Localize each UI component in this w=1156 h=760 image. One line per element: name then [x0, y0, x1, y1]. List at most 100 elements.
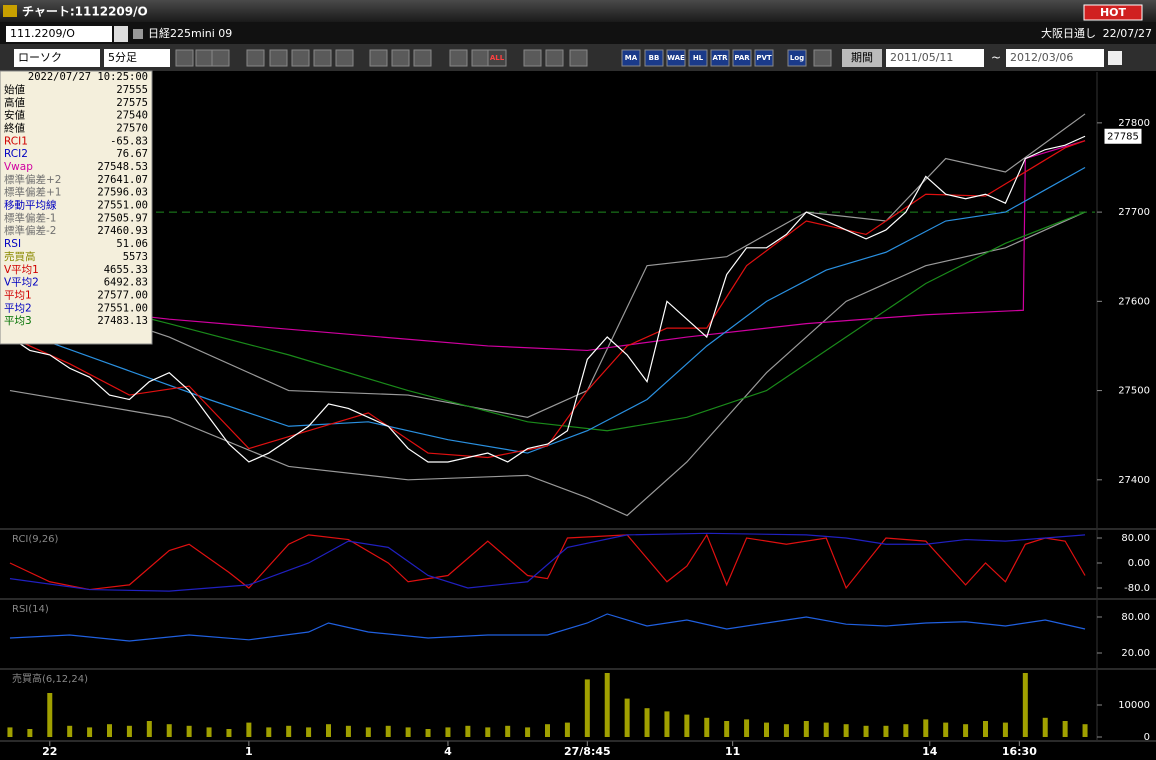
volume-bar — [166, 724, 172, 738]
range-tilde: ~ — [991, 51, 1001, 65]
info-label: 平均2 — [4, 302, 32, 314]
volume-bar — [863, 725, 869, 738]
tool-icon-label: Log — [790, 54, 804, 62]
tool-icon[interactable] — [545, 49, 564, 67]
tool-icon[interactable] — [313, 49, 332, 67]
volume-bar — [545, 724, 550, 738]
volume-bar — [963, 724, 969, 738]
panel-title: 売買高(6,12,24) — [12, 672, 88, 685]
info-value: 51.06 — [116, 238, 148, 250]
tool-icon-label: ALL — [490, 54, 505, 62]
volume-bar — [823, 722, 829, 738]
info-value: 27570 — [116, 123, 148, 135]
tool-icon[interactable] — [666, 49, 686, 67]
info-datetime: 2022/07/27 10:25:00 — [28, 71, 148, 83]
period-button[interactable] — [842, 49, 882, 67]
tool-icon[interactable] — [688, 49, 708, 67]
y-tick-label: 10000 — [1118, 700, 1150, 711]
apply-check[interactable] — [1108, 51, 1122, 65]
info-label: RCI1 — [4, 135, 28, 147]
info-label: 始値 — [4, 83, 25, 96]
tool-icon[interactable] — [621, 49, 641, 67]
from-date[interactable] — [886, 49, 984, 67]
info-value: 27555 — [116, 84, 148, 96]
symbol-dropdown[interactable] — [114, 26, 128, 42]
instrument-icon — [133, 29, 143, 39]
interval-select[interactable] — [104, 49, 170, 67]
tool-icon[interactable] — [787, 49, 807, 67]
info-label: 標準偏差+2 — [4, 173, 61, 186]
window-title: チャート:1112209/O — [22, 5, 148, 19]
tool-icon[interactable] — [710, 49, 730, 67]
symbol-input[interactable] — [6, 26, 112, 42]
y-tick-label: 27600 — [1118, 296, 1150, 307]
symbol-text: 111.2209/O — [10, 27, 75, 40]
info-label: 標準偏差-1 — [4, 211, 56, 224]
volume-bar — [724, 721, 730, 738]
tool-icon[interactable] — [291, 49, 310, 67]
volume-bar — [445, 727, 451, 738]
volume-bar — [126, 725, 132, 738]
tool-icon[interactable] — [754, 49, 774, 67]
tool-icon[interactable] — [569, 49, 588, 67]
series-line — [9, 140, 1086, 352]
tool-icon[interactable] — [269, 49, 288, 67]
period-label: 期間 — [851, 51, 873, 64]
info-value: 27551.00 — [97, 302, 148, 314]
hot-button[interactable] — [1083, 4, 1143, 21]
tool-icon[interactable] — [195, 49, 214, 67]
volume-bar — [644, 708, 650, 738]
info-value: 27575 — [116, 97, 148, 109]
volume-bar — [485, 727, 491, 738]
x-tick-label: 14 — [922, 745, 938, 758]
chart-style-select[interactable] — [14, 49, 100, 67]
volume-bar — [146, 721, 152, 738]
volume-bar — [405, 727, 411, 738]
info-value: 27641.07 — [97, 174, 148, 186]
volume-bar — [903, 724, 909, 738]
info-label: 終値 — [4, 122, 25, 135]
x-tick-label: 22 — [42, 745, 57, 758]
volume-bar — [564, 722, 570, 738]
info-value: 76.67 — [116, 148, 148, 160]
tool-icon[interactable] — [175, 49, 194, 67]
series-line — [9, 532, 1086, 592]
tool-icon[interactable] — [413, 49, 432, 67]
tool-icon-label: WAE — [667, 54, 685, 62]
info-label: 売買高 — [4, 250, 36, 263]
volume-bar — [107, 724, 112, 738]
tool-icon[interactable] — [211, 49, 230, 67]
market-name: 大阪日通し — [1041, 26, 1096, 40]
tool-icon[interactable] — [449, 49, 468, 67]
to-date[interactable] — [1006, 49, 1104, 67]
tool-icon[interactable] — [644, 49, 664, 67]
tool-icon[interactable] — [335, 49, 354, 67]
volume-bar — [306, 727, 312, 738]
volume-bar — [843, 724, 849, 738]
tool-icon[interactable] — [369, 49, 388, 67]
series-line — [9, 135, 1086, 463]
volume-bar — [385, 725, 391, 738]
tool-icon[interactable] — [246, 49, 265, 67]
volume-bar — [206, 727, 212, 738]
tool-icon[interactable] — [523, 49, 542, 67]
tool-icon[interactable] — [732, 49, 752, 67]
y-tick-label: 0 — [1144, 732, 1150, 743]
app-icon — [3, 5, 17, 17]
volume-bar — [943, 722, 949, 738]
x-tick-label: 27/8:45 — [564, 745, 611, 758]
volume-bar — [266, 727, 272, 738]
tool-icon[interactable] — [487, 49, 507, 67]
tool-icon[interactable] — [391, 49, 410, 67]
volume-bar — [783, 724, 789, 738]
volume-bar — [704, 717, 710, 738]
series-line — [9, 211, 1086, 517]
volume-bar — [246, 722, 252, 738]
tool-icon[interactable] — [471, 49, 490, 67]
volume-bar — [1022, 672, 1028, 738]
volume-bar — [186, 725, 192, 738]
x-tick-label: 4 — [444, 745, 452, 758]
info-label: RSI — [4, 238, 21, 250]
tool-icon[interactable] — [813, 49, 832, 67]
header-date: 22/07/27 — [1103, 27, 1152, 40]
